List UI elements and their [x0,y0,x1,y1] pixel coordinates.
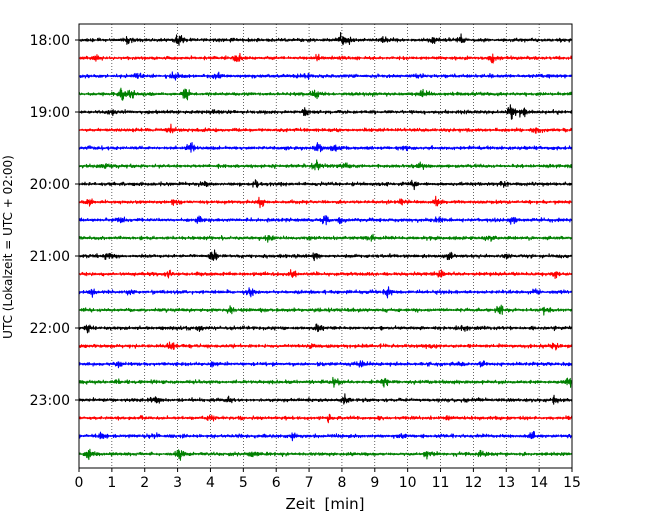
seismogram-trace [79,159,572,171]
x-tick-label: 10 [399,475,417,491]
seismogram-trace [79,233,572,243]
seismogram-trace [79,179,572,191]
seismogram-trace [79,393,572,405]
x-axis-label: Zeit [min] [285,495,364,513]
x-axis-ticks: 0 1 2 3 4 5 6 7 8 9 10 11 12 13 14 15 [75,468,581,491]
seismogram-trace [79,52,572,64]
y-tick-label: 18:00 [30,33,70,49]
grid-lines [111,24,540,468]
x-tick-label: 14 [530,475,548,491]
y-tick-label: 22:00 [30,321,70,337]
x-tick-label: 6 [272,475,281,491]
seismogram-trace [79,215,572,226]
seismogram-trace [79,32,572,46]
x-tick-label: 11 [432,475,450,491]
seismogram-trace [79,376,572,388]
seismogram-trace [79,104,572,120]
x-tick-label: 12 [464,475,482,491]
seismogram-trace [79,430,572,442]
seismogram-trace [79,448,572,461]
seismogram-trace [79,304,572,316]
seismogram-trace [79,341,572,351]
x-tick-label: 2 [140,475,149,491]
seismogram-trace [79,71,572,81]
x-tick-label: 1 [107,475,116,491]
seismogram-trace [79,360,572,369]
x-tick-label: 5 [239,475,248,491]
x-tick-label: 8 [337,475,346,491]
y-tick-label: 23:00 [30,393,70,409]
trace-lines [79,32,572,461]
x-tick-label: 7 [305,475,314,491]
seismogram-trace [79,123,572,134]
x-tick-label: 13 [497,475,515,491]
x-tick-label: 0 [75,475,84,491]
y-tick-label: 20:00 [30,177,70,193]
seismogram-trace [79,286,572,299]
y-tick-label: 19:00 [30,105,70,121]
seismogram-trace [79,87,572,101]
x-tick-label: 15 [563,475,581,491]
x-tick-label: 3 [173,475,182,491]
x-tick-label: 9 [370,475,379,491]
seismogram-trace [79,413,572,424]
seismogram-trace [79,323,572,334]
y-axis-ticks: 18:00 19:00 20:00 21:00 22:00 23:00 [30,33,79,409]
seismogram-trace [79,269,572,280]
y-tick-label: 21:00 [30,249,70,265]
x-tick-label: 4 [206,475,215,491]
seismogram-trace [79,142,572,153]
y-axis-label: UTC (Lokalzeit = UTC + 02:00) [1,155,15,339]
plot-frame [78,23,573,469]
seismogram-trace [79,249,572,262]
seismogram-trace [79,195,572,209]
